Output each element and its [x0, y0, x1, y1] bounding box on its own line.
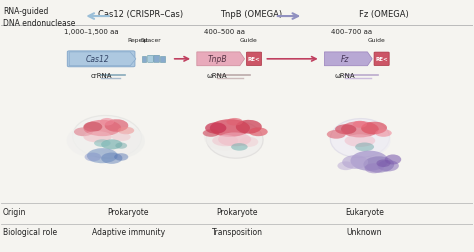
- Text: RNA-guided
DNA endonuclease: RNA-guided DNA endonuclease: [3, 7, 75, 28]
- Ellipse shape: [73, 116, 141, 159]
- Text: Prokaryote: Prokaryote: [108, 207, 149, 216]
- Ellipse shape: [341, 122, 379, 138]
- Ellipse shape: [378, 161, 399, 172]
- Text: Unknown: Unknown: [347, 228, 383, 236]
- Ellipse shape: [249, 128, 268, 137]
- Text: 1,000–1,500 aa: 1,000–1,500 aa: [64, 29, 119, 35]
- Text: Adaptive immunity: Adaptive immunity: [92, 228, 165, 236]
- Bar: [142, 56, 146, 63]
- Text: 400–500 aa: 400–500 aa: [203, 29, 245, 35]
- Ellipse shape: [365, 164, 383, 174]
- FancyArrow shape: [197, 53, 245, 67]
- Text: Guide: Guide: [367, 38, 385, 43]
- Ellipse shape: [227, 118, 243, 126]
- Text: Guide: Guide: [240, 38, 258, 43]
- Ellipse shape: [114, 153, 128, 161]
- Ellipse shape: [355, 143, 374, 152]
- Ellipse shape: [205, 123, 227, 134]
- Ellipse shape: [239, 137, 258, 147]
- Ellipse shape: [375, 130, 392, 137]
- Ellipse shape: [348, 126, 391, 156]
- Text: Origin: Origin: [3, 207, 27, 216]
- Ellipse shape: [100, 118, 114, 126]
- Text: Fz (OMEGA): Fz (OMEGA): [359, 10, 409, 18]
- Ellipse shape: [105, 120, 128, 132]
- Ellipse shape: [342, 155, 368, 169]
- FancyBboxPatch shape: [148, 56, 154, 63]
- Text: TnpB (OMEGA): TnpB (OMEGA): [220, 10, 282, 18]
- Text: Cas12 (CRISPR–Cas): Cas12 (CRISPR–Cas): [98, 10, 182, 18]
- Ellipse shape: [210, 120, 250, 137]
- Ellipse shape: [83, 132, 112, 143]
- FancyBboxPatch shape: [67, 52, 135, 68]
- Ellipse shape: [337, 162, 354, 171]
- Ellipse shape: [204, 123, 246, 151]
- Ellipse shape: [84, 153, 101, 162]
- Ellipse shape: [101, 140, 122, 150]
- Text: ωRNA: ωRNA: [334, 73, 355, 79]
- Ellipse shape: [364, 157, 394, 173]
- FancyArrow shape: [69, 53, 136, 67]
- Ellipse shape: [94, 140, 110, 147]
- Ellipse shape: [353, 121, 367, 128]
- Text: RE<: RE<: [375, 57, 388, 62]
- Text: 400–700 aa: 400–700 aa: [331, 29, 372, 35]
- Text: Eukaryote: Eukaryote: [345, 207, 384, 216]
- FancyArrow shape: [324, 53, 372, 67]
- Ellipse shape: [330, 119, 390, 158]
- Ellipse shape: [83, 122, 102, 132]
- Ellipse shape: [345, 135, 375, 147]
- Text: Prokaryote: Prokaryote: [216, 207, 258, 216]
- Ellipse shape: [203, 130, 219, 137]
- Ellipse shape: [376, 160, 391, 167]
- Ellipse shape: [350, 151, 388, 171]
- Ellipse shape: [206, 121, 263, 159]
- Ellipse shape: [212, 135, 238, 147]
- Bar: [160, 56, 164, 63]
- Ellipse shape: [385, 155, 401, 165]
- Text: Biological role: Biological role: [3, 228, 57, 236]
- Ellipse shape: [118, 127, 134, 135]
- FancyBboxPatch shape: [154, 56, 159, 63]
- Ellipse shape: [98, 126, 145, 159]
- Ellipse shape: [218, 133, 251, 147]
- Text: Fz: Fz: [340, 55, 349, 64]
- Text: crRNA: crRNA: [91, 73, 112, 79]
- Text: TnpB: TnpB: [207, 55, 227, 64]
- Ellipse shape: [236, 120, 262, 134]
- Text: Transposition: Transposition: [211, 228, 263, 236]
- Ellipse shape: [67, 127, 109, 157]
- Text: Repeat: Repeat: [127, 38, 148, 43]
- FancyBboxPatch shape: [374, 53, 389, 66]
- Text: Cas12: Cas12: [86, 55, 110, 64]
- Ellipse shape: [327, 130, 346, 139]
- FancyBboxPatch shape: [246, 53, 262, 66]
- Ellipse shape: [101, 153, 122, 164]
- Ellipse shape: [74, 128, 93, 137]
- Ellipse shape: [335, 125, 356, 135]
- Text: ωRNA: ωRNA: [207, 73, 228, 79]
- Ellipse shape: [231, 144, 247, 151]
- Ellipse shape: [115, 143, 127, 149]
- Ellipse shape: [361, 122, 387, 135]
- Ellipse shape: [112, 133, 131, 142]
- Ellipse shape: [87, 148, 118, 164]
- Text: RE<: RE<: [248, 57, 260, 62]
- Text: Spacer: Spacer: [141, 38, 161, 43]
- Ellipse shape: [83, 120, 121, 137]
